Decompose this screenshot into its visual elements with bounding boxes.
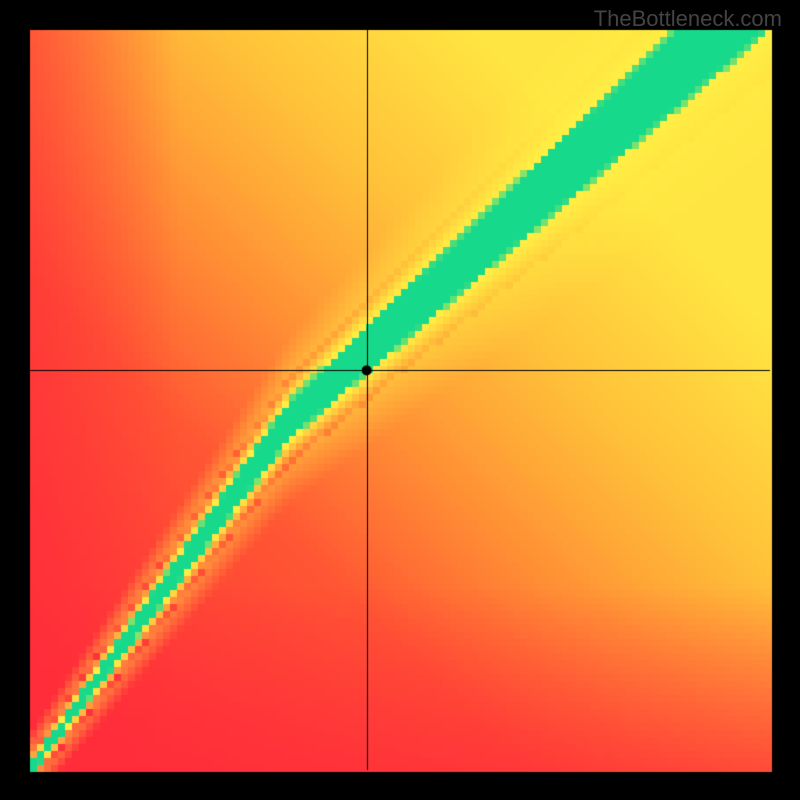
bottleneck-heatmap: [0, 0, 800, 800]
chart-container: TheBottleneck.com: [0, 0, 800, 800]
watermark-text: TheBottleneck.com: [594, 6, 782, 32]
